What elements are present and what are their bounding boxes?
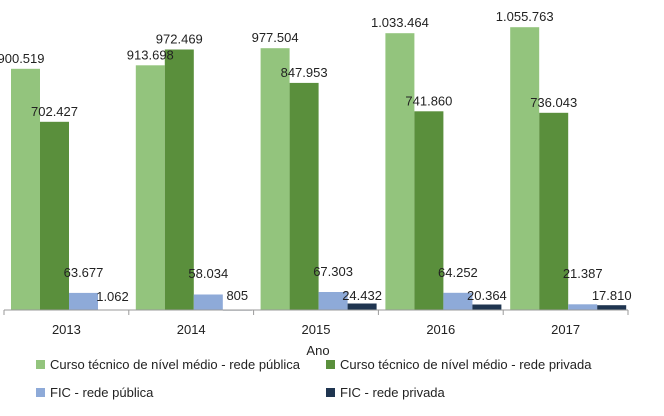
bar-2-2016 [414,111,444,310]
data-label-2-2014: 972.469 [156,32,203,47]
data-label-4-2014: 805 [226,288,248,303]
data-label-1-2013: 900.519 [0,51,45,66]
bar-2-2017 [539,112,569,310]
x-tick-label-2013: 2013 [52,322,81,337]
legend-label-4: FIC - rede privada [340,385,446,400]
data-label-2-2017: 736.043 [530,95,577,110]
bar-2-2014 [164,49,194,310]
data-label-1-2014: 913.698 [127,47,174,62]
legend-swatch-1 [36,360,45,369]
data-label-3-2013: 63.677 [64,265,104,280]
data-label-3-2014: 58.034 [188,266,228,281]
x-tick-label-2015: 2015 [302,322,331,337]
data-label-4-2013: 1.062 [96,289,129,304]
legend-swatch-3 [36,388,45,397]
x-tick-label-2014: 2014 [177,322,206,337]
bar-4-2017 [597,305,627,310]
bar-3-2017 [568,304,598,310]
data-label-3-2015: 67.303 [313,264,353,279]
data-label-1-2015: 977.504 [252,30,299,45]
bar-3-2013 [69,292,98,310]
bar-1-2014 [135,65,165,310]
bar-4-2015 [347,303,377,310]
data-label-3-2017: 21.387 [563,266,603,281]
data-label-4-2016: 20.364 [467,288,507,303]
data-label-3-2016: 64.252 [438,265,478,280]
data-label-4-2015: 24.432 [342,288,382,303]
data-label-4-2017: 17.810 [592,288,632,303]
legend-label-1: Curso técnico de nível médio - rede públ… [50,357,301,372]
data-label-2-2013: 702.427 [31,104,78,119]
x-tick-label-2017: 2017 [551,322,580,337]
data-labels: 900.519 913.698 977.504 1.033.464 1.055.763 7… [0,9,632,304]
legend: Curso técnico de nível médio - rede públ… [36,357,592,400]
x-tick-label-2016: 2016 [426,322,455,337]
data-label-2-2016: 741.860 [405,93,452,108]
data-label-1-2016: 1.033.464 [371,15,429,30]
legend-label-3: FIC - rede pública [50,385,154,400]
bar-3-2014 [193,294,223,310]
data-label-2-2015: 847.953 [281,65,328,80]
bar-1-2017 [510,27,540,310]
x-axis-title: Ano [306,343,329,358]
bar-2-2013 [40,121,69,310]
bar-3-2016 [443,292,473,310]
data-label-1-2017: 1.055.763 [496,9,554,24]
x-axis-ticks [3,310,629,315]
bar-2-2015 [289,82,319,311]
bars-layer [11,27,627,311]
legend-label-2: Curso técnico de nível médio - rede priv… [340,357,592,372]
bar-1-2016 [385,33,415,310]
legend-swatch-2 [326,360,335,369]
bar-1-2015 [260,48,290,310]
bar-1-2013 [11,68,40,310]
x-axis-tick-labels: 2013 2014 2015 2016 2017 [52,322,580,337]
bar-3-2015 [318,292,348,310]
legend-swatch-4 [326,388,335,397]
bar-4-2016 [472,304,502,310]
